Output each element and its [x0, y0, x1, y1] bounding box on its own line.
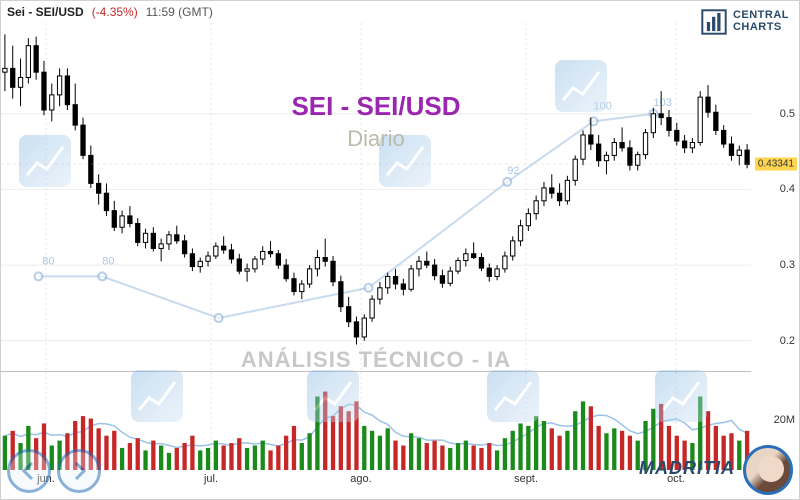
svg-text:80: 80: [42, 256, 54, 268]
price-tick: 0.5: [780, 108, 795, 120]
chart-header: Sei - SEI/USD (-4.35%) 11:59 (GMT): [7, 5, 213, 19]
volume-tick: 20M: [774, 414, 795, 426]
svg-text:103: 103: [654, 97, 672, 109]
logo: CENTRAL CHARTS: [701, 9, 789, 35]
price-tick: 0.4: [780, 183, 795, 195]
time-label: 11:59 (GMT): [146, 5, 213, 19]
x-tick: ago.: [350, 473, 371, 485]
arrow-left-icon: [17, 459, 41, 483]
price-chart-area[interactable]: 808092100103: [1, 23, 751, 371]
nav-prev-button[interactable]: [7, 449, 51, 493]
watermark-tile-icon: [487, 370, 539, 422]
volume-chart-area[interactable]: [1, 371, 751, 469]
logo-line2: CHARTS: [733, 22, 789, 34]
avatar[interactable]: [743, 445, 793, 495]
arrow-right-icon: [67, 459, 91, 483]
price-tick: 0.3: [780, 259, 795, 271]
price-tick: 0.2: [780, 335, 795, 347]
x-tick: jul.: [204, 473, 218, 485]
logo-text: CENTRAL CHARTS: [733, 10, 789, 33]
logo-icon: [701, 9, 727, 35]
x-tick: sept.: [514, 473, 538, 485]
nav-next-button[interactable]: [57, 449, 101, 493]
watermark-tile-icon: [379, 135, 431, 187]
brand-label: MADRITIA: [639, 458, 735, 479]
svg-text:80: 80: [102, 256, 114, 268]
price-y-axis: 0.2 0.3 0.4 0.5 0.43341: [749, 23, 799, 371]
watermark-tile-icon: [555, 60, 607, 112]
symbol-label: Sei - SEI/USD: [7, 5, 84, 19]
watermark-tile-icon: [307, 370, 359, 422]
volume-chart-svg: [1, 372, 751, 470]
chart-container: Sei - SEI/USD (-4.35%) 11:59 (GMT) CENTR…: [0, 0, 800, 500]
watermark-tile-icon: [655, 370, 707, 422]
svg-text:92: 92: [507, 165, 519, 177]
change-label: (-4.35%): [92, 5, 138, 19]
price-chart-svg: 808092100103: [1, 23, 751, 371]
last-price-label: 0.43341: [755, 158, 797, 171]
watermark-tile-icon: [131, 370, 183, 422]
watermark-tile-icon: [19, 135, 71, 187]
